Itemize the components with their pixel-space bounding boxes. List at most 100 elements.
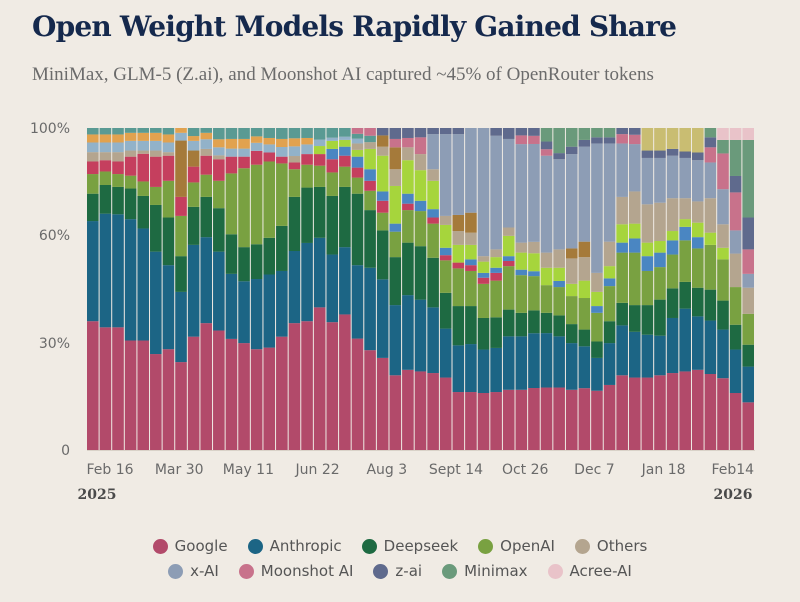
bar-segment-series-4-31 [465,265,477,271]
bar-segment-deepseek-39 [565,324,578,344]
bar-segment-others-50 [704,198,717,233]
bar-segment-series-5-29 [439,247,452,256]
bar-segment-deepseek-15 [263,237,276,275]
bar-segment-minimax-53 [742,139,754,218]
legend-swatch-icon [361,538,377,554]
bar-segment-series-6-47 [666,231,679,241]
bar-segment-openai-30 [452,268,465,307]
bar-segment-z-ai-39 [565,146,578,155]
bar-segment-series-9-18 [301,144,313,155]
bar-segment-others-34 [502,227,515,236]
bar-segment-minimax-42 [603,128,616,138]
bar-segment-others-7 [162,152,175,156]
bar-segment-x-ai-42 [603,143,616,242]
bar-segment-deepseek-37 [540,312,553,334]
bar-segment-google-38 [553,387,565,450]
bar-segment-series-8-25 [389,147,402,170]
bar-segment-deepseek-12 [225,234,238,274]
bar-segment-openai-47 [666,254,679,289]
bar-segment-x-ai-39 [565,154,578,249]
bar-segment-deepseek-14 [250,244,263,280]
bar-segment-series-11-18 [301,128,313,138]
bar-segment-z-ai-50 [704,137,717,148]
bar-segment-google-32 [477,393,490,450]
bar-segment-series-6-24 [376,155,389,192]
bar-segment-minimax-38 [553,128,565,154]
bar-segment-others-42 [603,241,616,267]
bar-segment-series-11-5 [137,128,150,133]
bar-segment-series-5-22 [351,156,364,168]
bar-segment-series-10-17 [288,138,301,147]
bar-segment-moonshot-ai-51 [717,153,729,190]
bar-segment-others-53 [742,287,754,314]
bar-segment-deepseek-53 [742,344,754,367]
bar-segment-anthropic-4 [124,219,137,341]
bar-segment-series-9-10 [200,139,213,149]
bar-segment-openai-53 [742,313,754,345]
bar-segment-series-10-13 [238,138,250,149]
bar-segment-google-18 [301,321,313,450]
bar-segment-series-6-25 [389,185,402,224]
bar-segment-series-5-42 [603,278,616,287]
bar-segment-deepseek-30 [452,306,465,346]
legend-label: Anthropic [269,537,342,555]
bar-segment-anthropic-3 [112,214,124,328]
bar-segment-anthropic-15 [263,274,276,348]
bar-segment-series-6-38 [553,267,565,281]
bar-segment-openai-41 [591,312,603,342]
bar-segment-google-50 [704,374,717,450]
bar-segment-z-ai-43 [616,128,628,135]
bar-segment-google-21 [339,314,351,450]
bar-segment-anthropic-31 [465,344,477,393]
legend-swatch-icon [547,563,563,579]
bar-segment-anthropic-14 [250,279,263,350]
bar-segment-openai-50 [704,244,717,290]
chart-subtitle: MiniMax, GLM-5 (Z.ai), and Moonshot AI c… [32,64,654,85]
bar-segment-others-39 [565,258,578,284]
bar-segment-series-4-15 [263,152,276,162]
bar-segment-deepseek-42 [603,321,616,344]
bar-segment-x-ai-41 [591,143,603,273]
bar-segment-series-5-33 [490,267,502,273]
bar-segment-series-11-3 [112,128,124,135]
bar-segment-moonshot-ai-53 [742,249,754,274]
bar-segment-series-6-26 [402,160,414,194]
bar-segment-series-10-15 [263,137,276,145]
bar-segment-series-9-19 [313,139,326,147]
bar-segment-google-53 [742,402,754,450]
bar-segment-series-5-44 [628,238,641,253]
bar-segment-openai-15 [263,161,276,238]
bar-segment-series-8-40 [578,241,591,258]
bar-segment-series-16-46 [654,128,666,151]
bar-segment-x-ai-48 [679,157,691,199]
bar-segment-deepseek-17 [288,196,301,252]
x-tick-label: Feb14 [711,462,754,478]
bar-segment-deepseek-24 [376,230,389,280]
bar-segment-anthropic-32 [477,349,490,394]
bar-segment-series-9-20 [326,137,339,141]
bar-segment-others-6 [150,150,162,157]
bar-segment-anthropic-48 [679,308,691,372]
bar-segment-google-8 [175,362,187,450]
bar-segment-google-40 [578,388,591,450]
bar-segment-series-9-2 [99,142,112,153]
bar-segment-openai-22 [351,177,364,194]
bar-segment-google-49 [691,369,704,450]
bar-segment-x-ai-46 [654,157,666,203]
bar-segment-deepseek-13 [238,247,250,282]
bar-segment-deepseek-3 [112,186,124,215]
bar-segment-others-27 [414,154,427,171]
bar-segment-anthropic-51 [717,329,729,379]
legend-label: x-AI [190,562,219,580]
bar-segment-z-ai-40 [578,139,591,147]
bar-segment-others-22 [351,143,364,150]
bar-segment-others-23 [364,142,376,149]
bar-segment-series-6-22 [351,149,364,157]
bar-segment-google-34 [502,389,515,450]
bar-segment-anthropic-25 [389,305,402,376]
bar-segment-series-6-28 [427,180,439,210]
bar-segment-openai-52 [729,287,742,325]
bar-segment-series-10-14 [250,136,263,143]
bar-segment-google-39 [565,389,578,450]
bar-segment-series-5-23 [364,169,376,181]
